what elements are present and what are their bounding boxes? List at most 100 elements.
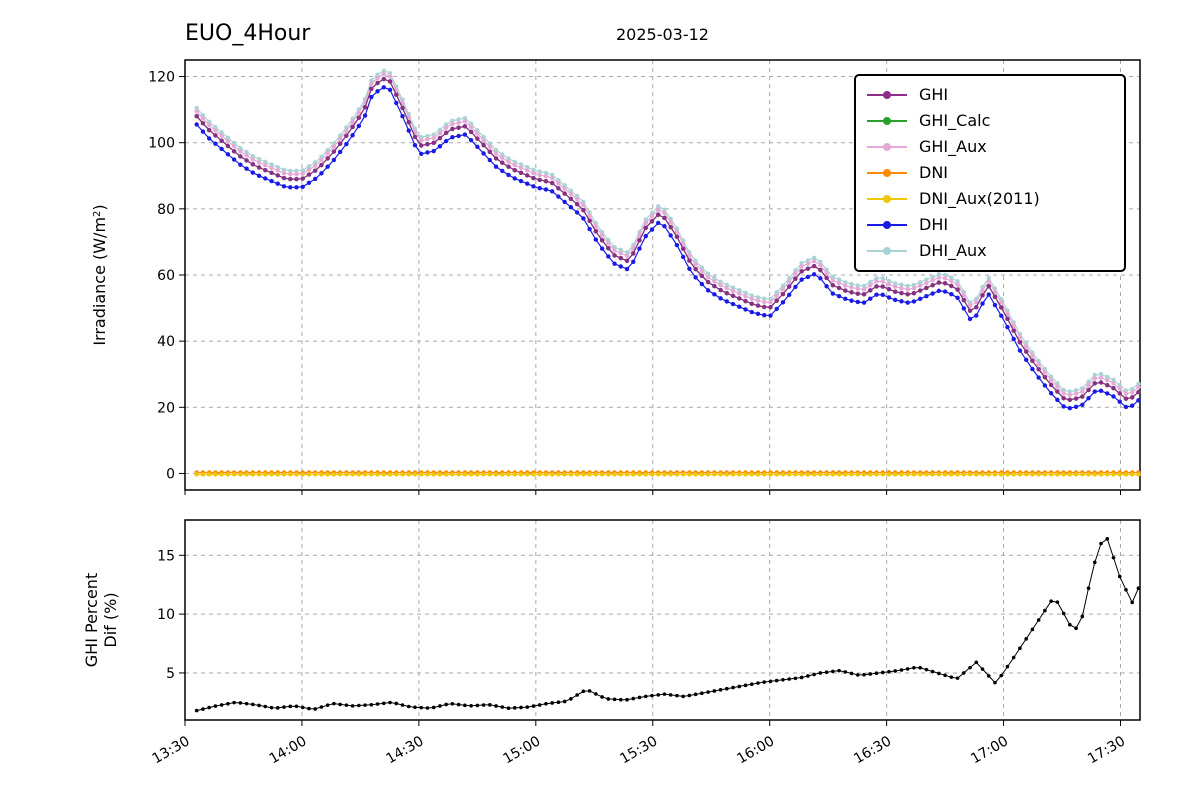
series-marker-DNI_Aux (494, 472, 498, 476)
series-marker-DHI (799, 277, 803, 281)
series-marker-GHI_Aux (338, 137, 342, 141)
pctdiff-marker (725, 687, 729, 691)
series-marker-DHI (974, 313, 978, 317)
series-marker-GHI (762, 305, 766, 309)
series-marker-DNI_Aux (438, 472, 442, 476)
series-marker-DHI (369, 95, 373, 99)
series-marker-DNI_Aux (887, 472, 891, 476)
series-marker-GHI_Aux (1136, 385, 1140, 389)
y-tick-label: 0 (166, 466, 175, 482)
series-marker-DNI_Aux (637, 472, 641, 476)
series-marker-DNI_Aux (1055, 472, 1059, 476)
pctdiff-marker (1074, 626, 1078, 630)
pctdiff-marker (1012, 656, 1016, 660)
series-marker-GHI_Aux (456, 120, 460, 124)
pctdiff-marker (600, 695, 604, 699)
pctdiff-marker (507, 706, 511, 710)
legend-label: GHI_Calc (919, 111, 990, 131)
series-marker-GHI_Aux (244, 153, 248, 157)
series-marker-GHI (413, 135, 417, 139)
series-marker-DHI (431, 149, 435, 153)
series-marker-DNI_Aux (1136, 472, 1140, 476)
series-marker-DNI_Aux (1043, 472, 1047, 476)
series-marker-GHI (1124, 397, 1128, 401)
pctdiff-marker (345, 703, 349, 707)
series-marker-GHI (668, 225, 672, 229)
series-marker-GHI_Aux (425, 137, 429, 141)
series-marker-GHI (1099, 380, 1103, 384)
series-marker-DHI (244, 166, 248, 170)
series-marker-GHI_Aux (325, 151, 329, 155)
series-marker-GHI_Aux (226, 139, 230, 143)
series-marker-GHI (1036, 367, 1040, 371)
pctdiff-marker (750, 682, 754, 686)
series-marker-DNI_Aux (444, 472, 448, 476)
series-marker-DNI_Aux (824, 472, 828, 476)
series-marker-GHI (319, 163, 323, 167)
series-marker-DHI (469, 138, 473, 142)
pctdiff-marker (737, 685, 741, 689)
series-marker-DHI (226, 152, 230, 156)
series-marker-GHI (325, 156, 329, 160)
series-marker-DHI (881, 293, 885, 297)
pctdiff-marker (1049, 599, 1053, 603)
series-marker-DHI (519, 179, 523, 183)
series-marker-DHI (363, 113, 367, 117)
series-marker-GHI_Aux (874, 279, 878, 283)
series-marker-DHI (750, 310, 754, 314)
series-marker-DHI (837, 294, 841, 298)
series-marker-DNI_Aux (974, 472, 978, 476)
series-marker-DNI_Aux (812, 472, 816, 476)
legend-label: DNI (919, 163, 948, 182)
series-marker-GHI_Aux (930, 278, 934, 282)
series-marker-DHI (506, 173, 510, 177)
series-marker-DNI_Aux (375, 472, 379, 476)
legend-swatch-marker (883, 169, 891, 177)
series-marker-DNI_Aux (1005, 472, 1009, 476)
pctdiff-marker (893, 669, 897, 673)
pctdiff-marker (950, 675, 954, 679)
series-marker-DHI (962, 306, 966, 310)
series-marker-DNI_Aux (369, 472, 373, 476)
series-marker-DHI (600, 246, 604, 250)
series-marker-DNI_Aux (276, 472, 280, 476)
series-marker-GHI (369, 87, 373, 91)
series-marker-DHI (1086, 396, 1090, 400)
series-marker-GHI (687, 258, 691, 262)
pctdiff-marker (613, 698, 617, 702)
pctdiff-marker (650, 694, 654, 698)
pctdiff-marker (762, 680, 766, 684)
series-marker-DHI (276, 182, 280, 186)
pctdiff-marker (351, 704, 355, 708)
series-marker-GHI (675, 235, 679, 239)
series-marker-GHI (993, 295, 997, 299)
series-marker-DNI_Aux (450, 472, 454, 476)
series-marker-GHI_Aux (569, 192, 573, 196)
series-marker-GHI_Aux (725, 286, 729, 290)
series-marker-DHI (806, 275, 810, 279)
series-marker-DNI_Aux (806, 472, 810, 476)
series-marker-DNI_Aux (463, 472, 467, 476)
series-marker-DNI_Aux (1130, 472, 1134, 476)
series-marker-DHI (307, 181, 311, 185)
series-marker-DHI (818, 276, 822, 280)
pctdiff-marker (363, 703, 367, 707)
series-marker-GHI (475, 136, 479, 140)
series-marker-GHI (594, 229, 598, 233)
series-marker-DHI (650, 227, 654, 231)
series-marker-DNI_Aux (194, 472, 198, 476)
pctdiff-marker (719, 688, 723, 692)
pctdiff-marker (1062, 612, 1066, 616)
pctdiff-marker (226, 702, 230, 706)
series-marker-GHI_Aux (743, 294, 747, 298)
series-marker-DNI_Aux (544, 472, 548, 476)
series-marker-GHI_Aux (955, 282, 959, 286)
series-marker-DNI_Aux (868, 472, 872, 476)
series-marker-DNI_Aux (781, 472, 785, 476)
pctdiff-marker (494, 704, 498, 708)
legend-swatch-marker (883, 91, 891, 99)
series-marker-DNI_Aux (924, 472, 928, 476)
series-marker-DNI_Aux (587, 472, 591, 476)
series-marker-DHI (675, 243, 679, 247)
series-marker-DHI (743, 307, 747, 311)
